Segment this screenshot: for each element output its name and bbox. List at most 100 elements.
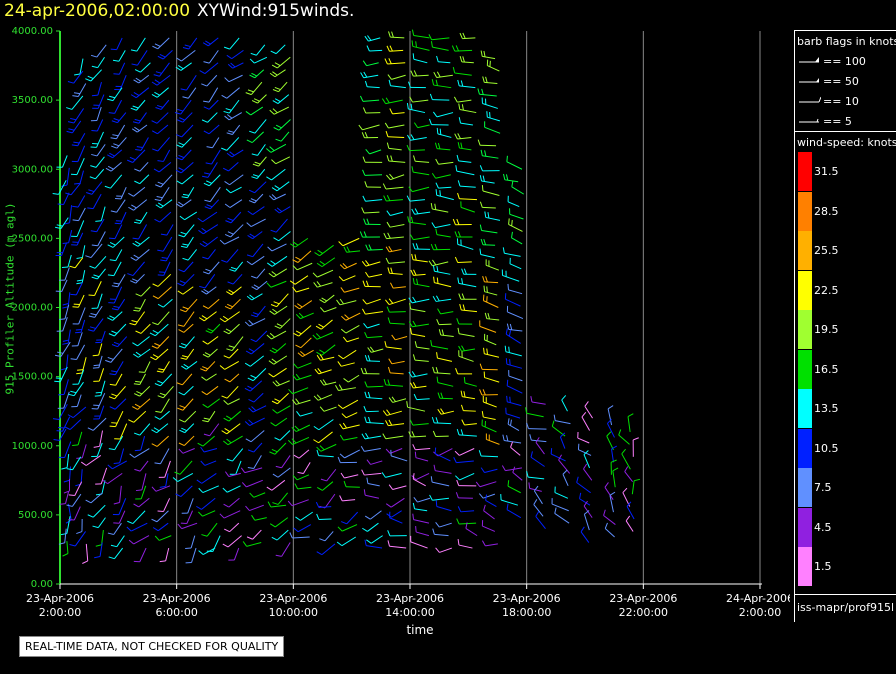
wind-barb-flag xyxy=(274,98,281,103)
wind-barb-flag xyxy=(551,420,555,427)
wind-barb-staff xyxy=(511,186,525,195)
wind-barb-staff xyxy=(94,281,102,296)
wind-barb-staff xyxy=(369,149,382,155)
wind-barb-staff xyxy=(417,124,430,129)
wind-barb-flag xyxy=(561,395,567,401)
wind-barb-flag xyxy=(248,419,254,425)
wind-barb-flag xyxy=(179,405,186,409)
flag-100-icon xyxy=(799,57,819,63)
wind-barb-flag xyxy=(151,443,158,447)
wind-barb-flag xyxy=(479,389,483,396)
wind-barb-flag xyxy=(108,556,115,560)
wind-barb-flag xyxy=(391,31,394,38)
wind-barb-staff xyxy=(114,224,123,239)
wind-barb-staff xyxy=(324,531,334,542)
wind-barb-flag xyxy=(610,459,617,463)
wind-barb-staff xyxy=(276,529,289,541)
wind-barb-staff xyxy=(276,380,290,387)
wind-barb-staff xyxy=(62,155,68,168)
wind-barb-staff xyxy=(274,343,287,354)
wind-barb-flag xyxy=(94,556,101,559)
wind-barb-flag xyxy=(152,354,159,358)
wind-barb-flag xyxy=(436,127,439,134)
wind-barb-flag xyxy=(319,260,326,266)
wind-barb-flag xyxy=(482,276,485,283)
wind-barb-staff xyxy=(253,442,263,453)
wind-barb-staff xyxy=(232,124,241,135)
wind-barb-staff xyxy=(296,287,310,293)
wind-barb-flag xyxy=(202,340,208,345)
wind-barb-flag xyxy=(386,409,391,415)
wind-barb-flag xyxy=(251,286,258,291)
wind-barb-staff xyxy=(344,262,357,270)
wind-barb-staff xyxy=(367,336,383,339)
wind-barb-staff xyxy=(255,330,268,343)
wind-barb-flag xyxy=(251,406,257,411)
wind-barb-staff xyxy=(139,423,151,436)
wind-barb-staff xyxy=(341,524,358,532)
wind-barb-flag xyxy=(267,501,272,508)
wind-barb-flag xyxy=(134,69,141,73)
wind-barb-flag xyxy=(436,376,439,383)
wind-barb-flag xyxy=(486,286,488,293)
wind-barb-staff xyxy=(416,531,430,537)
wind-barb-flag xyxy=(342,336,348,343)
wind-barb-staff xyxy=(99,542,103,557)
wind-barb-staff xyxy=(408,221,426,226)
wind-barb-flag xyxy=(154,198,161,202)
wind-barb-staff xyxy=(338,387,356,391)
wind-barb-staff xyxy=(438,61,451,64)
speed-swatch xyxy=(798,468,812,507)
wind-barb-staff xyxy=(270,143,287,153)
wind-barb-flag xyxy=(366,477,369,484)
wind-barb-staff xyxy=(479,481,497,488)
wind-barb-flag xyxy=(432,528,435,535)
wind-barb-staff xyxy=(110,348,123,363)
wind-barb-flag xyxy=(428,260,433,266)
wind-barb-flag xyxy=(138,371,145,373)
wind-barb-flag xyxy=(65,192,72,196)
wind-barb-flag xyxy=(271,194,277,199)
wind-barb-staff xyxy=(209,186,221,202)
speed-swatch-label: 19.5 xyxy=(814,323,839,336)
wind-barb-flag xyxy=(222,167,229,172)
wind-barb-flag xyxy=(109,373,116,376)
wind-barb-flag xyxy=(227,303,233,308)
wind-barb-staff xyxy=(160,448,170,465)
wind-barb-flag xyxy=(128,419,134,423)
wind-barb-staff xyxy=(90,492,103,504)
wind-barb-staff xyxy=(207,410,216,422)
wind-barb-staff xyxy=(279,318,291,329)
barb-legend-row-100: == 100 xyxy=(793,52,896,72)
x-tick-label: 23-Apr-2006 xyxy=(259,592,327,605)
wind-barb-staff xyxy=(81,270,86,283)
wind-barb-staff xyxy=(60,217,69,229)
wind-barb-flag xyxy=(388,298,394,304)
wind-barb-staff xyxy=(76,344,86,360)
wind-barb-flag xyxy=(461,104,464,111)
wind-barb-staff xyxy=(416,398,430,401)
wind-barb-staff xyxy=(390,174,405,181)
wind-barb-staff xyxy=(278,81,288,93)
wind-barb-staff xyxy=(206,373,217,381)
wind-barb-flag xyxy=(179,429,186,434)
wind-barb-flag xyxy=(69,543,76,547)
speed-swatch-label: 28.5 xyxy=(814,204,839,218)
wind-barb-staff xyxy=(74,257,84,269)
wind-barb-flag xyxy=(104,185,111,189)
wind-barb-flag xyxy=(313,282,318,288)
wind-barb-staff xyxy=(300,511,313,521)
wind-barb-staff xyxy=(456,460,474,464)
wind-barb-flag xyxy=(382,183,387,190)
wind-barb-flag xyxy=(221,94,228,99)
wind-barb-flag xyxy=(223,355,230,359)
wind-barb-staff xyxy=(62,416,71,432)
wind-barb-flag xyxy=(67,121,75,124)
wind-barb-staff xyxy=(385,384,403,387)
wind-barb-staff xyxy=(180,99,192,115)
wind-barb-flag xyxy=(273,237,279,242)
wind-barb-staff xyxy=(341,536,357,547)
wind-barb-flag xyxy=(248,399,255,403)
wind-barb-staff xyxy=(256,305,266,318)
wind-barb-staff xyxy=(91,181,103,195)
